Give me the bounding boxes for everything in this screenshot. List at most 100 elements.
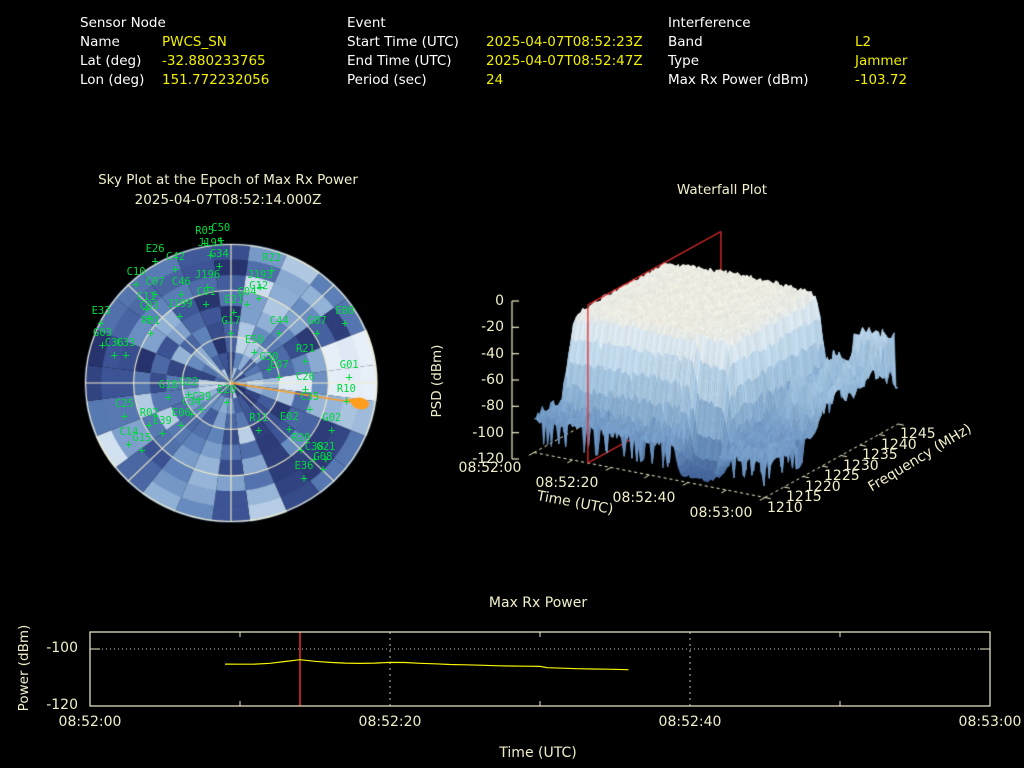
- waterfall-psd-tick--60: -60: [481, 371, 504, 388]
- satellite-marker-C33: +: [122, 348, 130, 363]
- waterfall-psd-tick--80: -80: [481, 398, 504, 415]
- sensor-lat-row: Lat (deg) -32.880233765: [80, 52, 269, 71]
- sky-plot-canvas[interactable]: [61, 213, 401, 553]
- satellite-marker-E33: +: [97, 316, 105, 331]
- sensor-lon-label: Lon (deg): [80, 72, 145, 88]
- satellite-label-J196: J196: [194, 269, 221, 282]
- satellite-label-G12: G12: [249, 280, 269, 293]
- satellite-label-G03: G03: [93, 327, 112, 340]
- satellite-marker-G03: +: [98, 338, 107, 353]
- satellite-marker-E21: +: [230, 305, 238, 320]
- waterfall-psd-tick--40: -40: [481, 345, 504, 362]
- satellite-marker-E06: +: [177, 417, 185, 432]
- interference-power-value: -103.72: [855, 72, 908, 88]
- satellite-label-C35: C35: [300, 391, 320, 404]
- satellite-label-C01: C01: [196, 285, 216, 298]
- waterfall-freq-tick-1210: 1210: [767, 499, 803, 516]
- satellite-label-C10: C10: [126, 266, 146, 279]
- satellite-label-E06: E06: [171, 406, 191, 419]
- satellite-label-G04: G04: [237, 285, 257, 298]
- sensor-node-title: Sensor Node: [80, 15, 166, 31]
- satellite-label-G22: G22: [179, 376, 199, 389]
- satellite-label-E50: E50: [244, 334, 264, 347]
- satellite-marker-C35: +: [306, 402, 314, 417]
- satellite-marker-G02: +: [328, 423, 336, 438]
- satellite-label-C25: C25: [114, 398, 134, 411]
- sensor-node-panel: Sensor Node Name PWCS_SN Lat (deg) -32.8…: [80, 14, 269, 90]
- satellite-marker-G21: +: [322, 452, 330, 467]
- waterfall-freq-tick-1230: 1230: [843, 457, 879, 474]
- satellite-label-E21: E21: [224, 294, 244, 307]
- satellite-label-C34: C34: [182, 395, 202, 408]
- satellite-label-R21: R21: [295, 342, 315, 355]
- power-chart-x-axis-label: Time (UTC): [499, 745, 577, 761]
- sensor-lat-value: -32.880233765: [162, 53, 266, 69]
- satellite-label-C26: C26: [295, 370, 315, 383]
- satellite-marker-G07: +: [313, 325, 321, 340]
- satellite-marker-C42: +: [171, 262, 180, 277]
- event-end-row: End Time (UTC) 2025-04-07T08:52:47Z: [347, 52, 643, 71]
- satellite-marker-C11: +: [142, 302, 150, 317]
- satellite-marker-C38: +: [310, 452, 318, 467]
- satellite-marker-C26: +: [301, 381, 310, 396]
- interference-band-label: Band: [668, 34, 703, 50]
- satellite-label-R22: R22: [262, 252, 282, 265]
- satellite-label-E39: E39: [152, 415, 172, 428]
- event-start-value: 2025-04-07T08:52:23Z: [486, 34, 643, 50]
- waterfall-time-tick-1: 08:52:20: [535, 474, 599, 491]
- satellite-marker-E39: +: [158, 426, 166, 441]
- power-chart-plot-area[interactable]: [0, 585, 1024, 768]
- satellite-marker-E20: +: [222, 395, 231, 410]
- event-start-label: Start Time (UTC): [347, 34, 459, 50]
- power-chart-title: Max Rx Power: [488, 595, 588, 611]
- waterfall-canvas[interactable]: [420, 170, 1024, 568]
- satellite-marker-C36: +: [110, 348, 118, 363]
- waterfall-psd-tick-0: 0: [495, 293, 504, 309]
- satellite-label-C36: C36: [104, 337, 124, 350]
- satellite-label-E07: E07: [269, 359, 289, 372]
- power-x-tick-label-3: 08:53:00: [958, 714, 1022, 730]
- satellite-marker-G17: +: [227, 325, 235, 340]
- satellite-marker-R22: +: [268, 263, 276, 278]
- satellite-marker-E50: +: [250, 345, 258, 360]
- satellite-marker-J196: +: [204, 280, 212, 295]
- satellite-marker-E08: +: [341, 316, 349, 331]
- interference-power-row: Max Rx Power (dBm) -103.72: [668, 71, 907, 90]
- satellite-marker-C44: +: [275, 325, 283, 340]
- waterfall-psd-tick--120: -120: [472, 450, 504, 467]
- satellite-label-J199: J199: [167, 298, 193, 311]
- satellite-marker-R20: +: [297, 442, 305, 457]
- event-end-label: End Time (UTC): [347, 53, 452, 69]
- satellite-marker-R11: +: [255, 423, 263, 438]
- satellite-label-C07: C07: [145, 276, 165, 289]
- satellite-label-C39: C39: [192, 391, 212, 404]
- satellite-marker-J195: +: [206, 248, 215, 263]
- power-series-line: [224, 659, 629, 671]
- satellite-marker-G15: +: [138, 442, 146, 457]
- satellite-marker-G18: +: [164, 389, 172, 404]
- satellite-marker-G22: +: [185, 387, 193, 402]
- satellite-marker-G30: +: [265, 362, 273, 377]
- satellite-label-J195: J195: [197, 237, 224, 250]
- satellite-label-E02: E02: [279, 410, 299, 423]
- interference-panel: Interference Band L2 Type Jammer Max Rx …: [668, 14, 907, 90]
- satellite-marker-C46: +: [177, 287, 185, 302]
- satellite-label-G08: G08: [313, 451, 333, 464]
- satellite-label-C33: C33: [116, 337, 136, 350]
- satellite-marker-C03: +: [145, 310, 153, 325]
- waterfall-time-tick-3: 08:53:00: [689, 504, 753, 521]
- sensor-lon-row: Lon (deg) 151.772232056: [80, 71, 269, 90]
- satellite-marker-R02: +: [145, 417, 153, 432]
- satellite-label-C11: C11: [136, 291, 156, 304]
- sky-plot-subtitle: 2025-04-07T08:52:14.000Z: [134, 192, 322, 208]
- satellite-label-G02: G02: [322, 412, 342, 425]
- satellite-label-R11: R11: [249, 412, 269, 425]
- satellite-marker-C10: +: [132, 277, 140, 292]
- sensor-lon-value: 151.772232056: [162, 72, 270, 88]
- waterfall-time-tick-2: 08:52:40: [612, 489, 676, 506]
- satellite-marker-R10: +: [342, 394, 350, 409]
- satellite-label-G30: G30: [259, 351, 279, 364]
- event-title: Event: [347, 15, 386, 31]
- satellite-label-G18: G18: [158, 378, 178, 391]
- waterfall-freq-tick-1245: 1245: [900, 426, 936, 442]
